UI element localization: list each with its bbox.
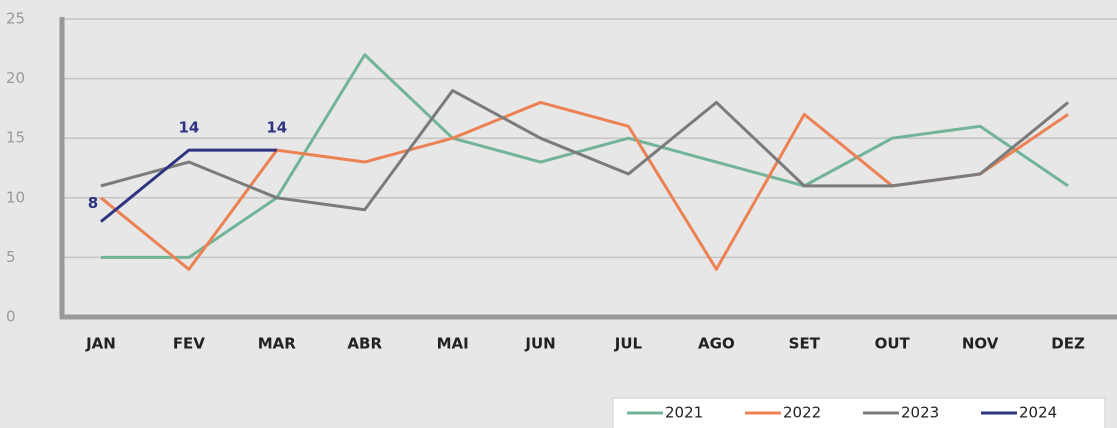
data-label: 8 (88, 194, 98, 212)
x-tick-label: AGO (698, 335, 735, 353)
x-tick-label: NOV (962, 335, 999, 353)
data-label: 14 (178, 119, 199, 137)
y-tick-label: 10 (6, 188, 25, 206)
legend-label: 2023 (901, 404, 939, 422)
series-line (100, 89, 1069, 212)
legend: 2021 2022 2023 2024 (612, 397, 1106, 428)
x-tick-label: MAI (437, 335, 469, 353)
y-tick-label: 15 (6, 129, 25, 147)
series-line (100, 53, 1069, 259)
series-line (100, 148, 277, 223)
x-tick-label: MAR (258, 335, 297, 353)
x-tick-label: JUN (524, 335, 555, 353)
y-tick-label: 20 (6, 69, 25, 87)
x-tick-label: SET (789, 335, 821, 353)
y-tick-label: 25 (6, 10, 25, 28)
data-label: 14 (266, 119, 287, 137)
legend-label: 2022 (783, 404, 821, 422)
x-tick-label: FEV (173, 335, 205, 353)
x-tick-label: DEZ (1051, 335, 1085, 353)
y-tick-label: 5 (6, 248, 16, 266)
legend-label: 2021 (665, 404, 703, 422)
y-tick-label: 0 (6, 308, 16, 326)
legend-label: 2024 (1019, 404, 1057, 422)
x-tick-label: JUL (614, 335, 643, 353)
x-tick-label: ABR (347, 335, 382, 353)
x-tick-label: JAN (85, 335, 116, 353)
legend-box (612, 397, 1106, 428)
x-tick-label: OUT (875, 335, 911, 353)
